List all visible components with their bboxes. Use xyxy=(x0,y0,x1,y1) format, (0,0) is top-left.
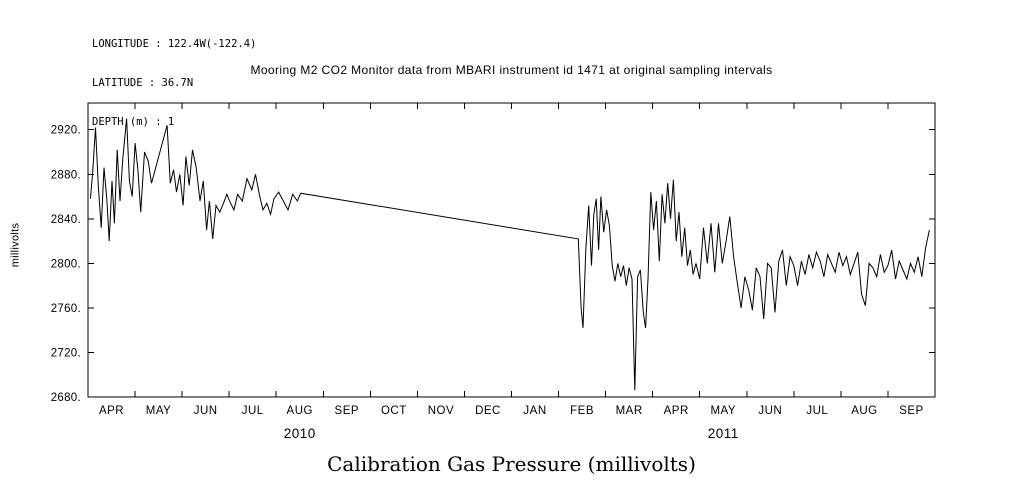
y-tick-label: 2760. xyxy=(51,303,81,315)
x-tick-label: JAN xyxy=(523,405,546,417)
x-tick-label: MAY xyxy=(710,405,736,417)
x-tick-label: DEC xyxy=(475,405,501,417)
y-tick-label: 2880. xyxy=(51,169,81,181)
y-tick-label: 2840. xyxy=(51,214,81,226)
x-tick-label: OCT xyxy=(381,405,407,417)
data-line xyxy=(89,118,930,391)
x-tick-label: FEB xyxy=(570,405,594,417)
depth-label: DEPTH (m) : 1 xyxy=(92,116,175,128)
x-tick-label: APR xyxy=(99,405,124,417)
plot-border xyxy=(87,102,936,398)
y-tick-label: 2720. xyxy=(51,347,81,359)
station-metadata-block: LONGITUDE : 122.4W(-122.4) LATITUDE : 36… xyxy=(92,12,256,155)
x-tick-label: MAY xyxy=(146,405,172,417)
year-label: 2010 xyxy=(284,426,316,441)
x-tick-label: JUL xyxy=(242,405,264,417)
chart-title: Mooring M2 CO2 Monitor data from MBARI i… xyxy=(250,63,773,77)
latitude-label: LATITUDE : 36.7N xyxy=(92,77,194,89)
x-tick-label: MAR xyxy=(616,405,643,417)
x-tick-label: SEP xyxy=(335,405,360,417)
chart-plot: 2680. 2720. 2760. 2800. 2840. 2880. 2920. APR MA… xyxy=(51,102,936,441)
bottom-title: Calibration Gas Pressure (millivolts) xyxy=(327,452,696,476)
y-tick-label: 2920. xyxy=(51,125,81,137)
longitude-label: LONGITUDE : 122.4W(-122.4) xyxy=(92,38,257,50)
x-tick-label: JUN xyxy=(194,405,218,417)
year-label: 2011 xyxy=(708,426,739,441)
x-tick-label: NOV xyxy=(428,405,454,417)
y-tick-label: 2680. xyxy=(51,392,81,404)
x-tick-label: AUG xyxy=(287,405,313,417)
x-tick-label: AUG xyxy=(851,405,877,417)
x-tick-label: APR xyxy=(664,405,689,417)
y-tick-label: 2800. xyxy=(51,258,81,270)
x-tick-label: JUL xyxy=(806,405,828,417)
x-tick-label: SEP xyxy=(899,405,924,417)
x-tick-label: JUN xyxy=(758,405,782,417)
